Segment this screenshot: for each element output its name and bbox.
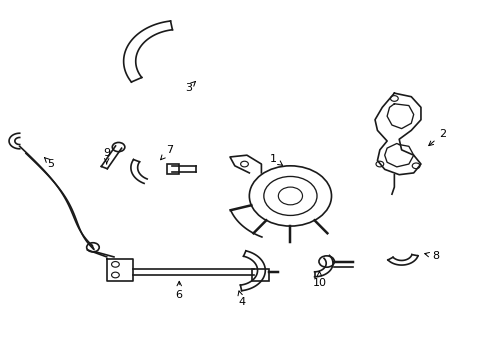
Text: 4: 4 [238,291,245,307]
Text: 6: 6 [175,281,183,300]
Text: 9: 9 [103,148,110,164]
Text: 8: 8 [424,251,438,261]
Text: 7: 7 [160,145,173,160]
Text: 2: 2 [428,129,446,145]
Text: 1: 1 [269,154,282,165]
Text: 3: 3 [185,81,195,93]
Text: 10: 10 [312,271,326,288]
Bar [167,164,179,174]
Text: 5: 5 [44,158,55,169]
Bar [251,269,268,281]
